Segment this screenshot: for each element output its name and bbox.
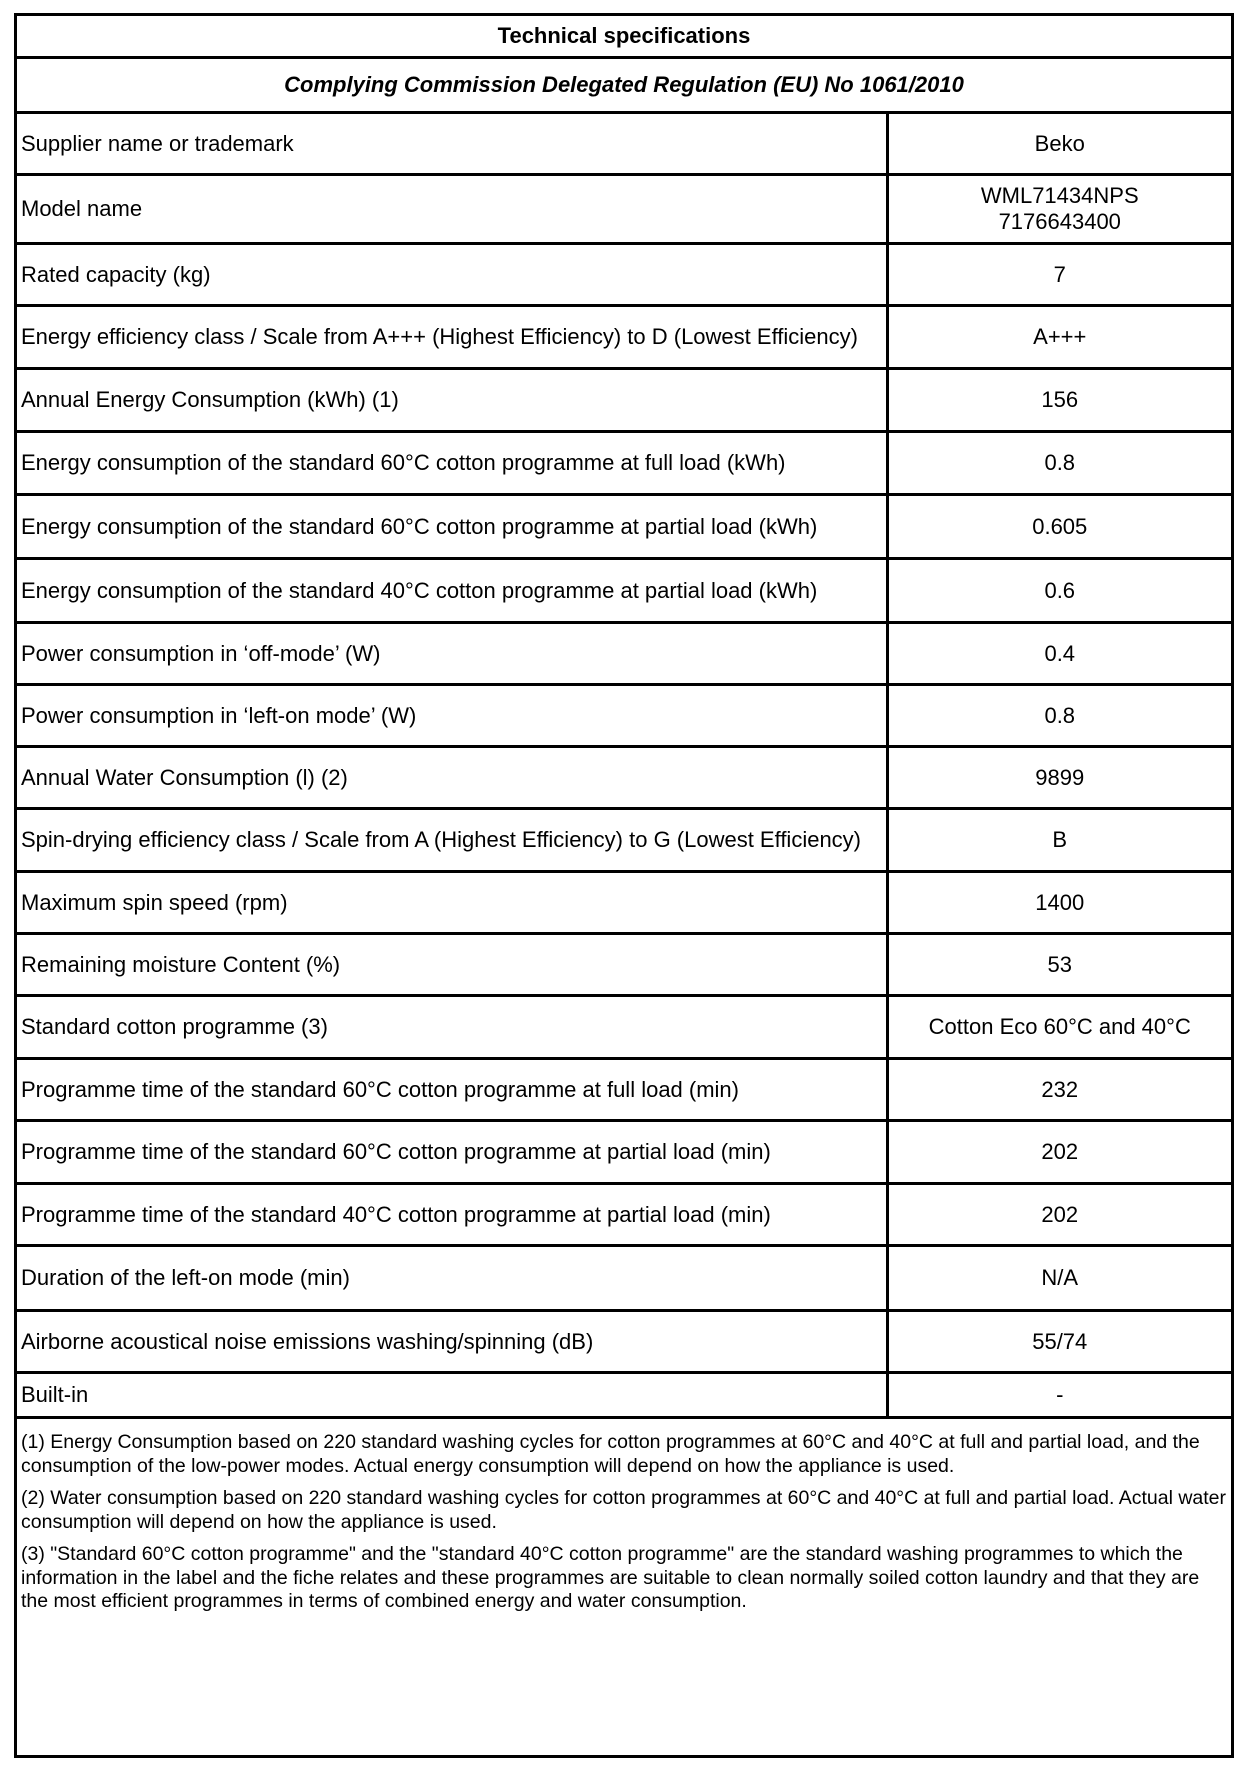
row-value: 232: [885, 1057, 1231, 1122]
table-row: Programme time of the standard 60°C cott…: [17, 1057, 1231, 1122]
table-row: Annual Energy Consumption (kWh) (1) 156: [17, 367, 1231, 433]
footnote: (2) Water consumption based on 220 stand…: [21, 1487, 1227, 1533]
row-label: Energy consumption of the standard 60°C …: [17, 493, 889, 560]
table-row: Power consumption in ‘left-on mode’ (W) 0…: [17, 683, 1231, 748]
value-text: 55/74: [1032, 1328, 1088, 1354]
value-text: 232: [1041, 1076, 1079, 1102]
row-label: Programme time of the standard 40°C cott…: [17, 1182, 889, 1247]
row-label: Energy consumption of the standard 60°C …: [17, 430, 889, 496]
row-value: 202: [885, 1182, 1231, 1247]
row-value: Cotton Eco 60°C and 40°C: [885, 994, 1231, 1060]
table-row: Energy consumption of the standard 60°C …: [17, 430, 1231, 496]
spec-sheet: Technical specifications Complying Commi…: [14, 13, 1234, 1758]
value-text: 202: [1041, 1139, 1079, 1164]
value-text: 0.605: [1032, 513, 1088, 539]
value-text: 1400: [1035, 889, 1085, 915]
row-label: Rated capacity (kg): [17, 242, 889, 307]
row-value: 55/74: [885, 1309, 1231, 1374]
row-label: Maximum spin speed (rpm): [17, 870, 889, 935]
row-value: N/A: [885, 1244, 1231, 1312]
row-value: 9899: [885, 745, 1231, 810]
value-text: 7: [1053, 261, 1066, 287]
row-label: Energy consumption of the standard 40°C …: [17, 557, 889, 624]
row-value: 202: [885, 1119, 1231, 1185]
row-value: 0.8: [885, 683, 1231, 748]
row-value: 7: [885, 242, 1231, 307]
value-text: 0.6: [1044, 577, 1076, 603]
value-text: 156: [1041, 387, 1079, 412]
row-value: -: [885, 1371, 1231, 1419]
row-label: Airborne acoustical noise emissions wash…: [17, 1309, 889, 1374]
table-row: Maximum spin speed (rpm) 1400: [17, 870, 1231, 935]
value-text: 53: [1047, 951, 1072, 977]
table-row: Power consumption in ‘off-mode’ (W) 0.4: [17, 621, 1231, 686]
row-value: A+++: [885, 304, 1231, 370]
row-label: Power consumption in ‘off-mode’ (W): [17, 621, 889, 686]
row-label: Duration of the left-on mode (min): [17, 1244, 889, 1312]
value-text: -: [1056, 1382, 1064, 1407]
row-value: B: [885, 807, 1231, 873]
table-row: Energy efficiency class / Scale from A++…: [17, 304, 1231, 370]
value-text: Beko: [1034, 130, 1085, 156]
table-row: Built-in -: [17, 1371, 1231, 1419]
row-label: Annual Water Consumption (l) (2): [17, 745, 889, 810]
value-text: 9899: [1035, 764, 1085, 790]
row-label: Annual Energy Consumption (kWh) (1): [17, 367, 889, 433]
table-row: Duration of the left-on mode (min) N/A: [17, 1244, 1231, 1312]
footnote: (3) "Standard 60°C cotton programme" and…: [21, 1543, 1200, 1612]
row-label: Standard cotton programme (3): [17, 994, 889, 1060]
table-row: Programme time of the standard 40°C cott…: [17, 1182, 1231, 1247]
row-label: Energy efficiency class / Scale from A++…: [17, 304, 889, 370]
row-label: Remaining moisture Content (%): [17, 932, 889, 997]
spec-table: Technical specifications Complying Commi…: [17, 16, 1231, 1419]
row-value: Beko: [885, 111, 1231, 176]
row-value: 0.4: [885, 621, 1231, 686]
table-row: Spin-drying efficiency class / Scale fro…: [17, 807, 1231, 873]
footnotes: (1) Energy Consumption based on 220 stan…: [17, 1419, 1231, 1635]
row-label: Power consumption in ‘left-on mode’ (W): [17, 683, 889, 748]
table-row: Annual Water Consumption (l) (2) 9899: [17, 745, 1231, 810]
row-value: 0.6: [885, 557, 1231, 624]
table-row: Airborne acoustical noise emissions wash…: [17, 1309, 1231, 1374]
row-label: Built-in: [17, 1371, 889, 1419]
value-text: 0.4: [1044, 640, 1076, 666]
row-value: 0.8: [885, 430, 1231, 496]
table-row: Programme time of the standard 60°C cott…: [17, 1119, 1231, 1185]
value-text: A+++: [1033, 324, 1087, 349]
table-row: Rated capacity (kg) 7: [17, 242, 1231, 307]
value-text: WML71434NPS: [980, 183, 1139, 208]
value-text: 0.8: [1044, 702, 1076, 728]
row-label: Programme time of the standard 60°C cott…: [17, 1119, 889, 1185]
row-value: 156: [885, 367, 1231, 433]
row-label: Programme time of the standard 60°C cott…: [17, 1057, 889, 1122]
row-value: 0.605: [885, 493, 1231, 560]
title-row: Technical specifications: [17, 16, 1231, 59]
table-row: Standard cotton programme (3) Cotton Eco …: [17, 994, 1231, 1060]
table-title: Technical specifications: [17, 16, 1231, 59]
subtitle-row: Complying Commission Delegated Regulatio…: [17, 56, 1231, 114]
value-text: N/A: [1041, 1265, 1079, 1290]
table-row: Energy consumption of the standard 60°C …: [17, 493, 1231, 560]
table-row: Supplier name or trademark Beko: [17, 111, 1231, 176]
row-value: WML71434NPS 7176643400: [885, 173, 1231, 245]
row-value: 1400: [885, 870, 1231, 935]
table-row: Model name WML71434NPS 7176643400: [17, 173, 1231, 245]
row-label: Spin-drying efficiency class / Scale fro…: [17, 807, 889, 873]
table-subtitle: Complying Commission Delegated Regulatio…: [17, 56, 1231, 114]
table-row: Energy consumption of the standard 40°C …: [17, 557, 1231, 624]
row-label: Supplier name or trademark: [17, 111, 889, 176]
value-text: 0.8: [1044, 450, 1076, 475]
row-value: 53: [885, 932, 1231, 997]
footnote: (1) Energy Consumption based on 220 stan…: [21, 1431, 1200, 1477]
value-text: B: [1052, 827, 1068, 852]
table-row: Remaining moisture Content (%) 53: [17, 932, 1231, 997]
row-label: Model name: [17, 173, 889, 245]
value-text: 202: [1041, 1201, 1079, 1227]
value-text-2: 7176643400: [998, 209, 1121, 234]
value-text: Cotton Eco 60°C and 40°C: [928, 1014, 1191, 1039]
